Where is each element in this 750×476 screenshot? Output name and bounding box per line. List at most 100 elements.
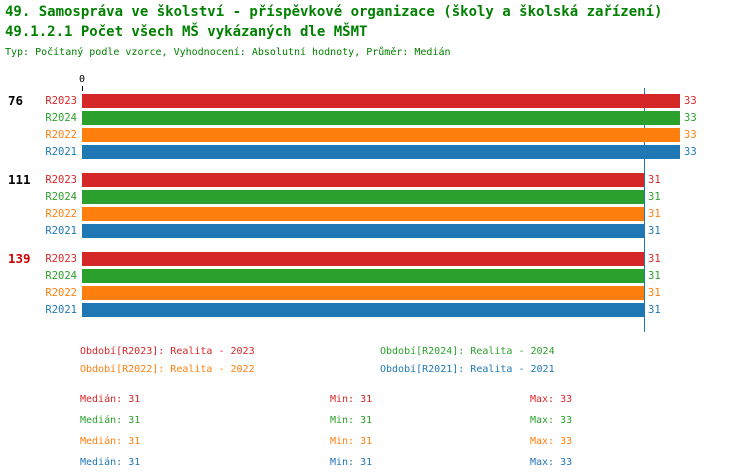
bar — [82, 93, 680, 108]
median-line — [644, 88, 645, 332]
series-label: R2024 — [45, 190, 77, 203]
stat-max-label: Max: — [530, 415, 555, 426]
stat-min-value: 31 — [360, 436, 373, 447]
stat-row: Medián: 31 Min: 31 Max: 33 — [0, 453, 750, 474]
bar — [82, 189, 644, 204]
series-label: R2023 — [45, 173, 77, 186]
legend-item-r2024: Období[R2024]: Realita - 2024 — [380, 346, 555, 357]
stat-min-value: 31 — [360, 457, 373, 468]
bar-value-label: 31 — [648, 173, 661, 186]
stat-min: Min: 31 — [330, 436, 372, 447]
stat-min-label: Min: — [330, 457, 355, 468]
stat-min-value: 31 — [360, 394, 373, 405]
group-label: 139 — [8, 251, 31, 266]
bar-value-label: 33 — [684, 128, 697, 141]
x-axis-tick — [82, 86, 83, 91]
bar-row: R2024 31 — [0, 267, 750, 284]
stat-max-value: 33 — [560, 394, 573, 405]
series-label: R2021 — [45, 224, 77, 237]
stat-max-value: 33 — [560, 436, 573, 447]
series-label: R2024 — [45, 269, 77, 282]
legend-row: Období[R2023]: Realita - 2023 Období[R20… — [0, 344, 750, 362]
bar-row: 76 R2023 33 — [0, 92, 750, 109]
series-label: R2022 — [45, 128, 77, 141]
bar-row: R2022 33 — [0, 126, 750, 143]
bar — [82, 127, 680, 142]
stats-table: Medián: 31 Min: 31 Max: 33 Medián: 31 Mi… — [0, 390, 750, 474]
stat-max: Max: 33 — [530, 436, 572, 447]
stat-median: Medián: 31 — [80, 415, 140, 426]
chart-meta-info: Typ: Počítaný podle vzorce, Vyhodnocení:… — [5, 47, 451, 58]
series-label: R2022 — [45, 286, 77, 299]
bar-row: R2022 31 — [0, 205, 750, 222]
stat-max: Max: 33 — [530, 415, 572, 426]
bar — [82, 268, 644, 283]
legend-row: Období[R2022]: Realita - 2022 Období[R20… — [0, 362, 750, 380]
stat-row: Medián: 31 Min: 31 Max: 33 — [0, 411, 750, 432]
bar-row: R2021 31 — [0, 301, 750, 318]
series-label: R2021 — [45, 303, 77, 316]
bar-row: R2024 33 — [0, 109, 750, 126]
stat-min-value: 31 — [360, 415, 373, 426]
bar-value-label: 33 — [684, 145, 697, 158]
stat-median-label: Medián: — [80, 394, 123, 405]
stat-median-label: Medián: — [80, 457, 123, 468]
bar — [82, 223, 644, 238]
stat-row: Medián: 31 Min: 31 Max: 33 — [0, 432, 750, 453]
stat-max-value: 33 — [560, 457, 573, 468]
bar — [82, 110, 680, 125]
stat-row: Medián: 31 Min: 31 Max: 33 — [0, 390, 750, 411]
bar — [82, 172, 644, 187]
stat-min: Min: 31 — [330, 394, 372, 405]
stat-max: Max: 33 — [530, 394, 572, 405]
stat-median: Medián: 31 — [80, 436, 140, 447]
chart-title: 49.1.2.1 Počet všech MŠ vykázaných dle M… — [5, 24, 368, 40]
series-label: R2023 — [45, 94, 77, 107]
x-axis-origin-label: 0 — [78, 74, 86, 85]
series-label: R2022 — [45, 207, 77, 220]
plot-area: 76 R2023 33 R2024 33 R2022 33 R2021 33 111 R2023 31… — [0, 92, 750, 329]
stat-min-label: Min: — [330, 436, 355, 447]
legend-item-r2022: Období[R2022]: Realita - 2022 — [80, 364, 255, 375]
bar-group: 139 R2023 31 R2024 31 R2022 31 R2021 31 — [0, 250, 750, 318]
stat-max-label: Max: — [530, 436, 555, 447]
stat-median-label: Medián: — [80, 415, 123, 426]
bar-row: R2021 33 — [0, 143, 750, 160]
bar-value-label: 31 — [648, 190, 661, 203]
page-title: 49. Samospráva ve školství - příspěvkové… — [5, 4, 663, 20]
stat-median-value: 31 — [128, 457, 141, 468]
bar-row: R2024 31 — [0, 188, 750, 205]
stat-min-label: Min: — [330, 415, 355, 426]
series-label: R2024 — [45, 111, 77, 124]
bar-value-label: 31 — [648, 286, 661, 299]
bar-value-label: 31 — [648, 269, 661, 282]
series-label: R2021 — [45, 145, 77, 158]
bar-chart: 0 76 R2023 33 R2024 33 R2022 33 R2021 33 111 R2023… — [0, 70, 750, 340]
stat-max-label: Max: — [530, 394, 555, 405]
bar-value-label: 33 — [684, 111, 697, 124]
stat-median: Medián: 31 — [80, 457, 140, 468]
bar — [82, 302, 644, 317]
stat-median-value: 31 — [128, 436, 141, 447]
stat-min: Min: 31 — [330, 415, 372, 426]
bar-row: 111 R2023 31 — [0, 171, 750, 188]
bar-row: 139 R2023 31 — [0, 250, 750, 267]
stat-min: Min: 31 — [330, 457, 372, 468]
stat-max-value: 33 — [560, 415, 573, 426]
bar-value-label: 31 — [648, 224, 661, 237]
group-label: 111 — [8, 172, 31, 187]
stat-median-value: 31 — [128, 394, 141, 405]
bar — [82, 251, 644, 266]
stat-median: Medián: 31 — [80, 394, 140, 405]
bar — [82, 206, 644, 221]
stat-median-label: Medián: — [80, 436, 123, 447]
legend: Období[R2023]: Realita - 2023 Období[R20… — [0, 344, 750, 380]
bar-value-label: 31 — [648, 252, 661, 265]
bar-value-label: 31 — [648, 303, 661, 316]
stat-max-label: Max: — [530, 457, 555, 468]
bar-row: R2022 31 — [0, 284, 750, 301]
bar — [82, 144, 680, 159]
bar-row: R2021 31 — [0, 222, 750, 239]
group-label: 76 — [8, 93, 24, 108]
legend-item-r2023: Období[R2023]: Realita - 2023 — [80, 346, 255, 357]
